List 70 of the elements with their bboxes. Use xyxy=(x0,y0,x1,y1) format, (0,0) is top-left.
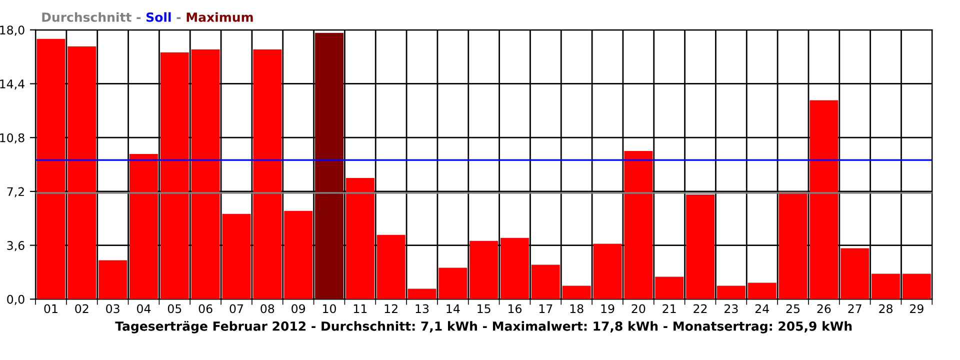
x-tick-label: 12 xyxy=(384,304,398,313)
x-tick-label: 22 xyxy=(694,304,707,313)
x-tick-label: 23 xyxy=(724,304,738,314)
bar xyxy=(160,52,189,300)
x-tick-label: 18 xyxy=(570,304,584,314)
bar xyxy=(346,178,374,300)
bar xyxy=(253,49,282,300)
bar xyxy=(315,32,344,300)
bar xyxy=(748,282,776,300)
text: Maximum xyxy=(186,12,253,22)
x-tick-label: 04 xyxy=(137,304,151,314)
bar xyxy=(840,248,870,300)
x-tick-label: 16 xyxy=(508,304,522,314)
y-tick-label: 10,8 xyxy=(0,133,24,144)
bar xyxy=(68,46,96,300)
x-tick-label: 01 xyxy=(44,304,58,314)
x-tick-label: 21 xyxy=(662,304,676,313)
bar xyxy=(408,288,436,300)
text: - xyxy=(176,17,181,20)
bar xyxy=(222,214,251,300)
y-tick-label: 14,4 xyxy=(0,80,24,90)
bar xyxy=(655,276,684,300)
ref-line-label: Durchschnitt xyxy=(42,12,132,22)
x-tick-label: 03 xyxy=(106,304,120,314)
bar xyxy=(810,100,838,300)
bar xyxy=(376,234,406,300)
x-tick-label: 09 xyxy=(292,304,306,314)
x-tick-label: 25 xyxy=(786,304,800,314)
x-tick-label: 19 xyxy=(601,304,614,314)
x-tick-label: 13 xyxy=(416,304,429,314)
x-tick-label: 14 xyxy=(446,304,460,313)
bar xyxy=(98,260,128,300)
y-tick-label: 18,0 xyxy=(0,26,24,36)
x-tick-label: 26 xyxy=(817,304,831,314)
bar xyxy=(624,151,653,300)
y-tick-label: 7,2 xyxy=(7,187,24,198)
bar xyxy=(284,210,313,300)
x-tick-label: 17 xyxy=(539,304,552,313)
bar xyxy=(872,274,900,300)
ref-line-label: Soll xyxy=(146,12,171,22)
bar xyxy=(438,268,468,300)
bar xyxy=(593,244,622,300)
bar xyxy=(778,191,808,300)
x-tick-label: 24 xyxy=(755,304,769,313)
x-tick-label: 06 xyxy=(198,304,212,314)
x-tick-label: 02 xyxy=(75,304,88,314)
x-tick-label: 11 xyxy=(354,304,367,313)
bar xyxy=(531,264,560,300)
x-tick-label: 07 xyxy=(230,304,243,314)
x-axis-title: Tageserträge Februar 2012 - Durchschnitt: 7,1 kWh - Maximalwert: 17,8 kWh - Monatsertrag: 205,9 kWh xyxy=(115,321,852,334)
text: - xyxy=(136,17,141,20)
x-tick-label: 08 xyxy=(260,304,274,314)
x-tick-label: 29 xyxy=(910,304,924,314)
y-tick-label: 3,6 xyxy=(7,241,24,252)
bar xyxy=(716,286,746,300)
bar xyxy=(130,154,158,300)
x-tick-label: 20 xyxy=(632,304,646,314)
x-tick-label: 15 xyxy=(478,304,490,314)
bar xyxy=(686,194,714,300)
x-tick-label: 28 xyxy=(879,304,892,314)
bar xyxy=(36,38,66,300)
x-tick-label: 27 xyxy=(848,304,862,313)
bar xyxy=(902,274,931,300)
bar xyxy=(191,49,220,300)
y-tick-label: 0,0 xyxy=(7,294,24,306)
x-tick-label: 10 xyxy=(323,304,336,314)
bar xyxy=(500,238,529,300)
x-tick-label: 05 xyxy=(168,304,182,314)
bar xyxy=(470,240,498,300)
bar xyxy=(562,286,591,300)
